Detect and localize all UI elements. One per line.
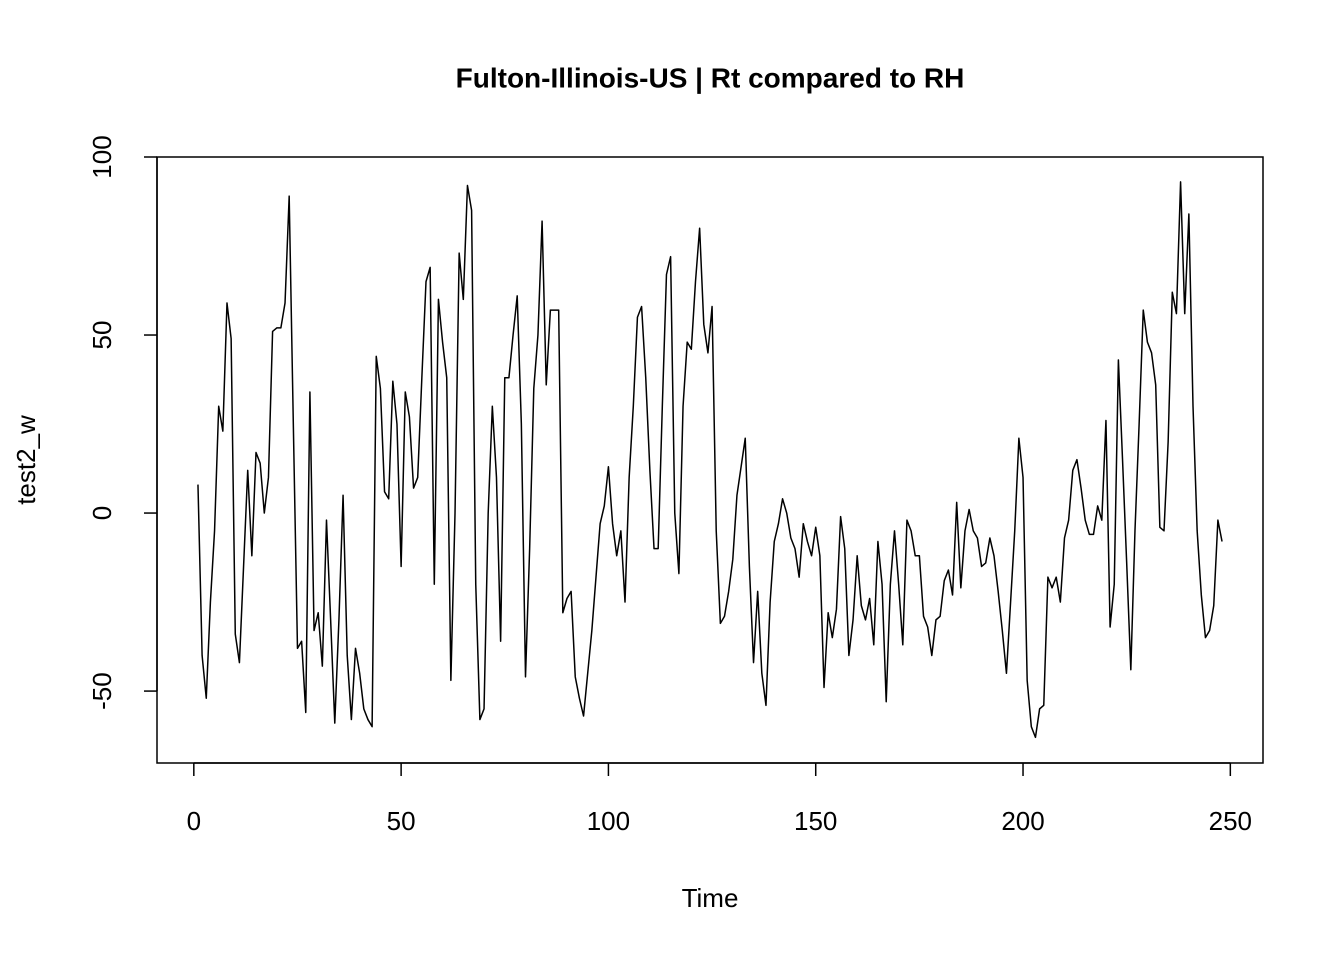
x-axis-label: Time (682, 883, 739, 913)
y-tick-label: 0 (87, 506, 117, 520)
chart-title: Fulton-Illinois-US | Rt compared to RH (456, 62, 965, 93)
x-tick-label: 0 (187, 806, 201, 836)
x-tick-label: 50 (387, 806, 416, 836)
y-tick-label: 100 (87, 135, 117, 178)
plot-box (156, 156, 1264, 764)
x-tick-label: 250 (1209, 806, 1252, 836)
x-tick-label: 150 (794, 806, 837, 836)
y-tick-label: -50 (87, 672, 117, 710)
y-axis-label: test2_w (11, 415, 41, 505)
y-tick-label: 50 (87, 321, 117, 350)
x-tick-label: 200 (1001, 806, 1044, 836)
series-line (197, 181, 1223, 739)
x-tick-label: 100 (587, 806, 630, 836)
